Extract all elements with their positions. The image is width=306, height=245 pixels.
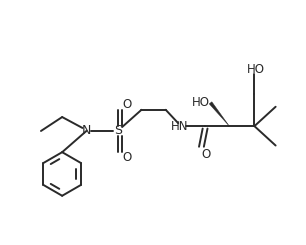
Text: HN: HN <box>171 120 188 133</box>
Text: O: O <box>201 148 210 161</box>
Text: O: O <box>123 98 132 111</box>
Text: O: O <box>123 150 132 163</box>
Text: N: N <box>82 124 91 137</box>
Text: HO: HO <box>192 96 210 109</box>
Text: HO: HO <box>247 63 265 76</box>
Text: S: S <box>114 124 122 137</box>
Polygon shape <box>209 102 229 126</box>
